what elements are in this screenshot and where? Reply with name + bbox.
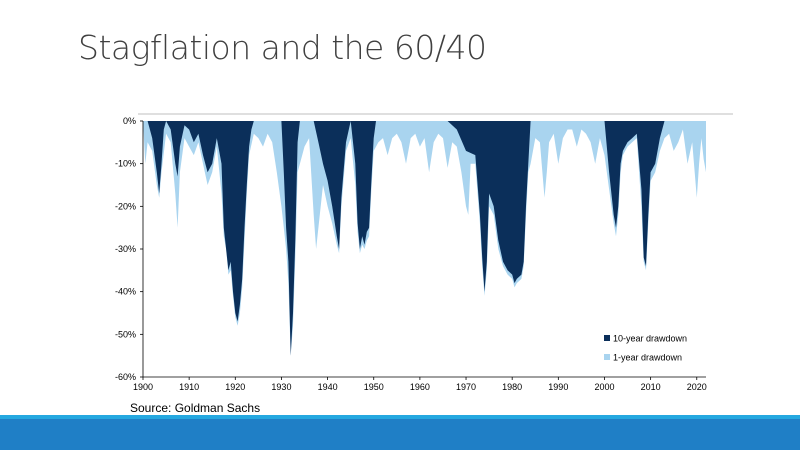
series-area-10-year-drawdown xyxy=(143,121,706,356)
source-note: Source: Goldman Sachs xyxy=(130,401,261,415)
slide-title: Stagflation and the 60/40 xyxy=(78,28,487,67)
x-tick-label: 2020 xyxy=(687,382,707,392)
x-tick-label: 1930 xyxy=(271,382,291,392)
y-tick-label: -40% xyxy=(115,287,136,297)
x-tick-label: 2000 xyxy=(594,382,614,392)
x-tick-label: 1970 xyxy=(456,382,476,392)
x-tick-label: 1980 xyxy=(502,382,522,392)
x-tick-label: 1960 xyxy=(410,382,430,392)
legend: 10-year drawdown 1-year drawdown xyxy=(604,334,687,363)
y-tick-label: -60% xyxy=(115,372,136,382)
y-tick-label: -30% xyxy=(115,244,136,254)
legend-label: 1-year drawdown xyxy=(613,353,682,363)
axes-layer: 0% -10% -20% -30% -40% -50% -60%1900 1910 1920 19… xyxy=(115,116,707,392)
x-tick-label: 1920 xyxy=(225,382,245,392)
x-tick-label: 1900 xyxy=(133,382,153,392)
legend-swatch xyxy=(604,335,610,341)
x-tick-label: 1990 xyxy=(548,382,568,392)
legend-label: 10-year drawdown xyxy=(613,334,687,344)
y-tick-label: 0% xyxy=(123,116,136,126)
series-area-1-year-drawdown xyxy=(143,121,706,356)
y-tick-label: -50% xyxy=(115,329,136,339)
x-tick-label: 1910 xyxy=(179,382,199,392)
footer-band xyxy=(0,419,800,450)
footer-accent-line xyxy=(0,415,800,419)
series-layer xyxy=(143,121,706,356)
legend-swatch xyxy=(604,354,610,360)
x-tick-label: 1940 xyxy=(318,382,338,392)
x-tick-label: 1950 xyxy=(364,382,384,392)
y-tick-label: -10% xyxy=(115,159,136,169)
x-tick-label: 2010 xyxy=(641,382,661,392)
y-tick-label: -20% xyxy=(115,201,136,211)
